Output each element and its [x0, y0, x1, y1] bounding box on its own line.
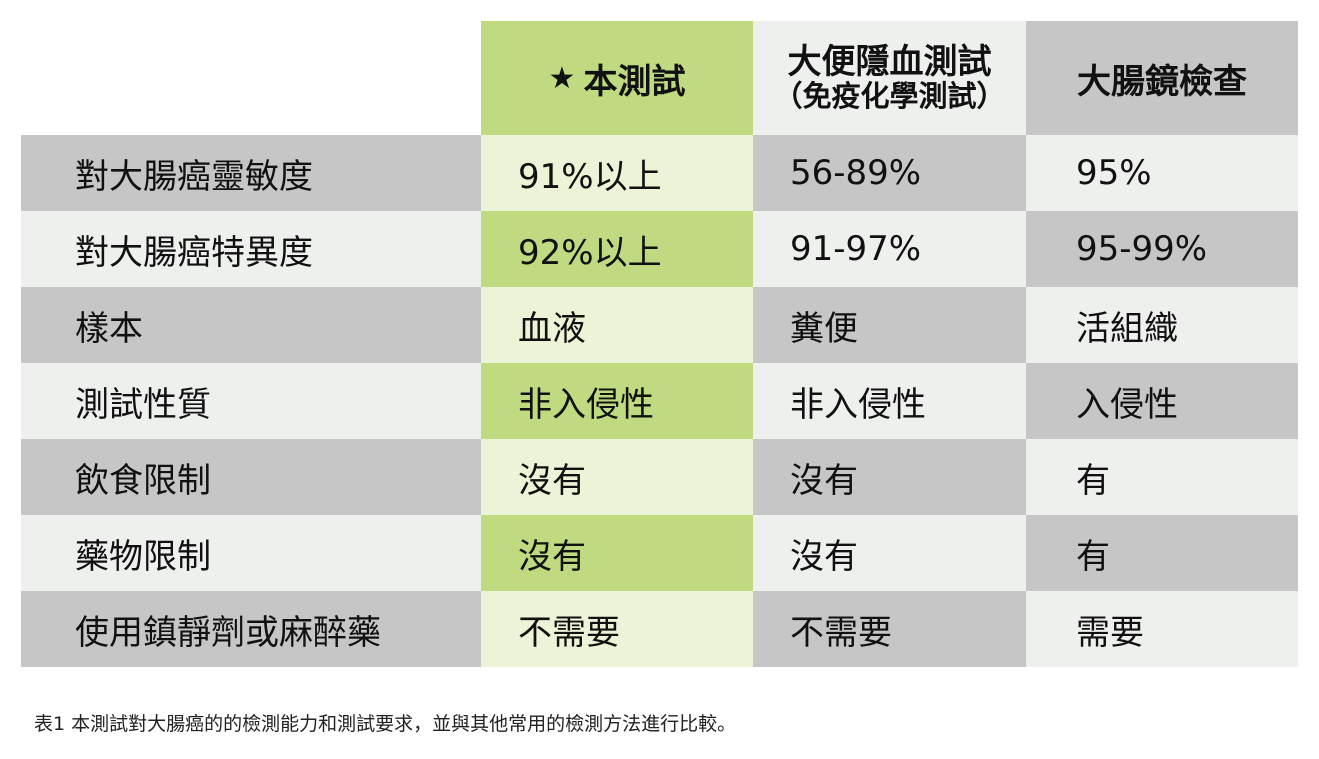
header-this-test: ★ 本測試: [481, 21, 753, 135]
row-colonoscopy-value: 95%: [1026, 135, 1298, 211]
row-this-test-value: 非入侵性: [481, 363, 753, 439]
row-colonoscopy-value: 有: [1026, 439, 1298, 515]
row-fit-value: 沒有: [753, 439, 1026, 515]
row-fit-value: 沒有: [753, 515, 1026, 591]
row-fit-value: 不需要: [753, 591, 1026, 667]
row-label: 飲食限制: [21, 439, 481, 515]
row-label: 樣本: [21, 287, 481, 363]
row-label: 藥物限制: [21, 515, 481, 591]
header-empty-cell: [21, 21, 481, 135]
row-colonoscopy-value: 有: [1026, 515, 1298, 591]
row-this-test-value: 不需要: [481, 591, 753, 667]
header-fit-test: 大便隱血測試 （免疫化學測試）: [753, 21, 1026, 135]
row-label: 對大腸癌特異度: [21, 211, 481, 287]
row-fit-value: 91-97%: [753, 211, 1026, 287]
header-colonoscopy-label: 大腸鏡檢查: [1077, 61, 1247, 102]
row-this-test-value: 92%以上: [481, 211, 753, 287]
header-colonoscopy: 大腸鏡檢查: [1026, 21, 1298, 135]
row-this-test-value: 血液: [481, 287, 753, 363]
row-fit-value: 56-89%: [753, 135, 1026, 211]
row-label: 使用鎮靜劑或麻醉藥: [21, 591, 481, 667]
row-colonoscopy-value: 入侵性: [1026, 363, 1298, 439]
star-icon: ★: [548, 60, 576, 96]
row-label: 對大腸癌靈敏度: [21, 135, 481, 211]
comparison-table: ★ 本測試 大便隱血測試 （免疫化學測試） 大腸鏡檢查 對大腸癌靈敏度 91%以…: [21, 21, 1298, 667]
header-fit-test-sublabel: （免疫化學測試）: [773, 78, 1006, 113]
header-fit-test-label: 大便隱血測試: [787, 41, 992, 82]
row-fit-value: 非入侵性: [753, 363, 1026, 439]
row-this-test-value: 沒有: [481, 515, 753, 591]
row-fit-value: 糞便: [753, 287, 1026, 363]
row-this-test-value: 沒有: [481, 439, 753, 515]
table-caption: 表1 本測試對大腸癌的的檢測能力和測試要求，並與其他常用的檢測方法進行比較。: [34, 713, 737, 735]
row-colonoscopy-value: 需要: [1026, 591, 1298, 667]
row-this-test-value: 91%以上: [481, 135, 753, 211]
header-this-test-label: 本測試: [583, 61, 686, 102]
row-label: 測試性質: [21, 363, 481, 439]
row-colonoscopy-value: 活組織: [1026, 287, 1298, 363]
row-colonoscopy-value: 95-99%: [1026, 211, 1298, 287]
